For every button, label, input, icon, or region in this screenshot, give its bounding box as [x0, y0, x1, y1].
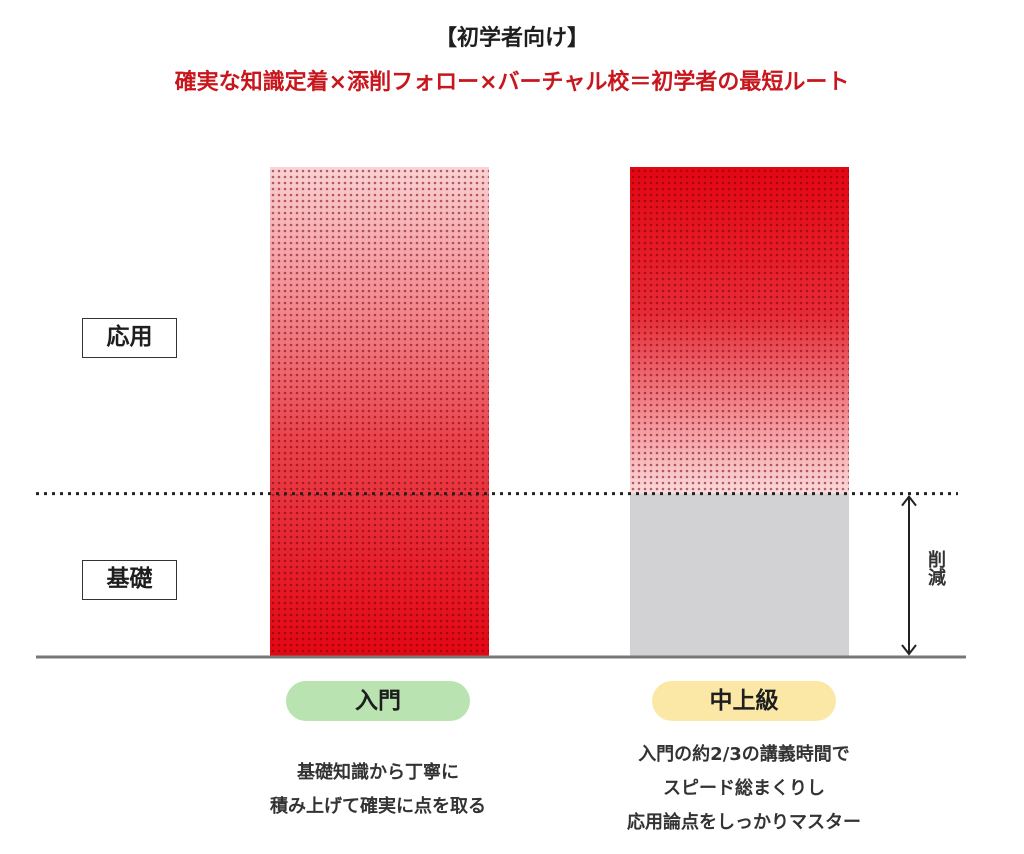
- bar-intro-texture: [270, 167, 489, 657]
- reduction-arrow-bottom-head: [901, 644, 917, 656]
- chart-title: 確実な知識定着×添削フォロー×バーチャル校＝初学者の最短ルート: [174, 70, 850, 95]
- level-label-applied: 応用: [82, 318, 177, 358]
- description-line: スピード総まくりし: [663, 778, 825, 799]
- description-line: 入門の約2/3の講義時間で: [638, 744, 850, 765]
- description-line: 応用論点をしっかりマスター: [627, 812, 861, 833]
- course-name-intro: 入門: [286, 681, 470, 721]
- bar-advanced-removed-basic: [630, 493, 849, 657]
- description-line: 基礎知識から丁寧に: [297, 762, 459, 783]
- course-description-intro: 基礎知識から丁寧に 積み上げて確実に点を取る: [218, 756, 538, 824]
- reduction-label: 削減: [925, 550, 946, 586]
- course-name-advanced: 中上級: [652, 681, 836, 721]
- bar-advanced-texture: [630, 167, 849, 494]
- chart-label: 【初学者向け】: [434, 26, 589, 51]
- reduction-arrow-top-head: [901, 495, 917, 507]
- course-description-advanced: 入門の約2/3の講義時間で スピード総まくりし 応用論点をしっかりマスター: [584, 738, 904, 840]
- description-line: 積み上げて確実に点を取る: [270, 796, 486, 817]
- level-label-basic: 基礎: [82, 560, 177, 600]
